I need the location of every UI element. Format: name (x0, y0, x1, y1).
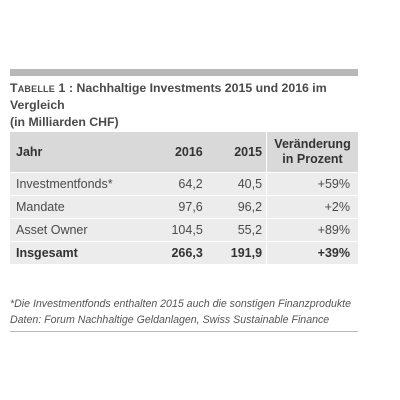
row-value-2016: 64,2 (158, 171, 207, 195)
row-value-2016: 97,6 (158, 194, 207, 218)
table-number-label: Tabelle 1 (10, 81, 66, 95)
header-change: Veränderung in Prozent (266, 132, 358, 172)
row-value-2015: 96,2 (206, 194, 267, 218)
header-2016: 2016 (158, 132, 207, 172)
top-rule (10, 69, 358, 76)
footnote-source: Daten: Forum Nachhaltige Geldanlagen, Sw… (10, 314, 330, 326)
row-change: +59% (266, 171, 358, 195)
row-label: Asset Owner (10, 217, 159, 241)
total-label: Insgesamt (10, 240, 159, 264)
table-title-line-1: Tabelle 1 : Nachhaltige Investments 2015… (10, 80, 360, 114)
header-change-line-2: in Prozent (282, 151, 343, 166)
footnote: *Die Investmentfonds enthalten 2015 auch… (10, 296, 370, 328)
row-label: Investmentfonds* (10, 171, 159, 195)
row-value-2016: 104,5 (158, 217, 207, 241)
title-text: Nachhaltige Investments 2015 und 2016 im… (10, 81, 327, 112)
header-change-line-1: Veränderung (274, 136, 351, 151)
row-change: +2% (266, 194, 358, 218)
footnote-line-1: *Die Investmentfonds enthalten 2015 auch… (10, 298, 351, 310)
header-2015: 2015 (206, 132, 267, 172)
comparison-table: Jahr 2016 2015 Veränderung in Prozent In… (10, 132, 358, 264)
total-value-2016: 266,3 (158, 240, 207, 264)
table-row: Investmentfonds* 64,2 40,5 +59% (10, 171, 358, 195)
table-title: Tabelle 1 : Nachhaltige Investments 2015… (10, 80, 360, 131)
table-header-row: Jahr 2016 2015 Veränderung in Prozent (10, 132, 358, 172)
total-change: +39% (266, 240, 358, 264)
table-title-line-2: (in Milliarden CHF) (10, 115, 119, 129)
header-year: Jahr (10, 132, 159, 172)
total-value-2015: 191,9 (206, 240, 267, 264)
bottom-rule (10, 331, 358, 332)
row-label: Mandate (10, 194, 159, 218)
row-value-2015: 40,5 (206, 171, 267, 195)
row-value-2015: 55,2 (206, 217, 267, 241)
table-row: Mandate 97,6 96,2 +2% (10, 194, 358, 218)
row-change: +89% (266, 217, 358, 241)
total-row: Insgesamt 266,3 191,9 +39% (10, 240, 358, 264)
table-row: Asset Owner 104,5 55,2 +89% (10, 217, 358, 241)
title-separator: : (65, 81, 77, 95)
